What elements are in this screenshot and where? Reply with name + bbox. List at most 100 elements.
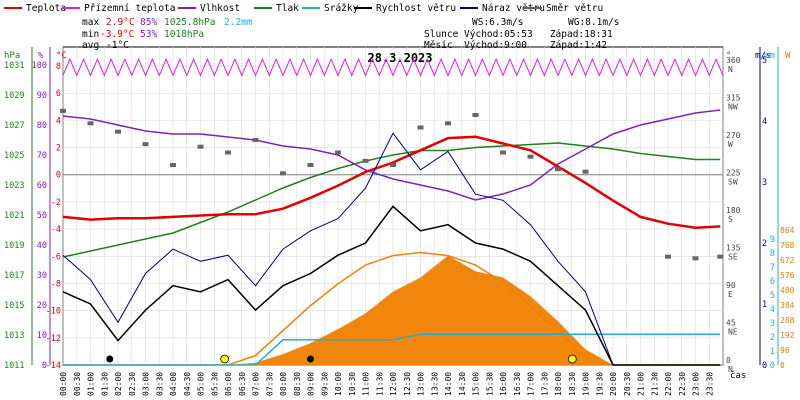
tick-time: 10:00 <box>334 372 343 396</box>
tick-hpa: 1025 <box>4 151 24 161</box>
tick-time: 04:30 <box>183 372 192 396</box>
tick-hpa: 1029 <box>4 91 24 101</box>
tick-time: 23:00 <box>692 372 701 396</box>
moonrise-marker <box>307 355 314 363</box>
tick-ms: 4 <box>762 117 767 127</box>
wind-dir-point <box>252 138 259 142</box>
tick-time: 20:00 <box>609 372 618 396</box>
stats-max-hum: 85% <box>140 17 157 28</box>
tick-time: 07:00 <box>252 372 261 396</box>
tick-time: 11:30 <box>375 372 384 396</box>
tick-deg: 135 <box>726 244 741 253</box>
tick-w: 864 <box>780 226 795 235</box>
wind-dir-point <box>555 167 561 172</box>
tick-w: 192 <box>780 331 795 340</box>
tick-c: -10 <box>46 307 61 317</box>
wind-dir-point <box>87 121 94 126</box>
tick-time: 15:30 <box>485 372 494 396</box>
stats-wind-speed: WS:6.3m/s <box>472 17 523 28</box>
tick-c: -12 <box>46 334 61 344</box>
stats-wind-gust: WG:8.1m/s <box>568 17 619 28</box>
wind-dir-point <box>417 125 424 130</box>
series-pressure <box>62 142 721 258</box>
wind-dir-point <box>692 256 699 261</box>
series-wind-speed <box>62 205 721 366</box>
tick-hpa: 1015 <box>4 301 24 311</box>
grid <box>62 47 724 366</box>
tick-time: 14:00 <box>444 372 453 396</box>
tick-time: 01:30 <box>100 372 109 396</box>
axis-title-ms: m/s <box>755 51 771 61</box>
tick-hpa: 1023 <box>4 181 24 191</box>
tick-deg-dir: N <box>728 365 733 374</box>
tick-deg-dir: SE <box>728 253 738 262</box>
axis-title-mm: mm <box>764 51 775 61</box>
tick-w: 288 <box>780 316 795 325</box>
legend: Teplota Přízemní teplota Vlhkost Tlak Srážky… <box>4 3 603 14</box>
tick-time: 12:30 <box>403 372 412 396</box>
axes: 1031102910271025102310211019101710151013… <box>4 47 795 396</box>
tick-deg: 180 <box>726 206 741 215</box>
tick-mm: 9 <box>770 235 775 245</box>
wind-dir-point <box>582 169 589 174</box>
tick-time: 18:30 <box>568 372 577 396</box>
wind-dir-point <box>142 142 149 147</box>
tick-time: 02:30 <box>128 372 137 396</box>
axis-title-w: W <box>785 51 791 61</box>
tick-time: 11:00 <box>362 372 371 396</box>
tick-time: 22:30 <box>678 372 687 396</box>
stats-sun: Slunce Východ:05:53 Západ:18:31 <box>424 29 613 40</box>
series-temperature <box>62 135 721 229</box>
wind-dir-point <box>60 108 66 113</box>
legend-label: Náraz větru <box>482 3 545 14</box>
tick-time: 18:00 <box>554 372 563 396</box>
tick-deg-dir: E <box>728 290 733 299</box>
tick-deg: 360 <box>726 56 741 65</box>
tick-deg-dir: NW <box>728 103 738 112</box>
tick-time: 06:00 <box>224 372 233 396</box>
tick-pct: 50 <box>37 211 47 221</box>
series-rain <box>63 333 721 366</box>
tick-time: 03:00 <box>142 372 151 396</box>
tick-time: 10:30 <box>348 372 357 396</box>
wind-dir-point <box>307 163 314 167</box>
tick-time: 08:30 <box>293 372 302 396</box>
wind-dir-point <box>170 163 176 167</box>
tick-time: 21:00 <box>637 372 646 396</box>
tick-time: 06:30 <box>238 372 247 396</box>
tick-time: 08:00 <box>279 372 288 396</box>
tick-mm: 0 <box>770 361 775 371</box>
tick-pct: 30 <box>37 271 47 281</box>
tick-mm: 5 <box>770 291 775 301</box>
tick-pct: 90 <box>37 91 47 101</box>
legend-label: Srážky <box>324 3 359 14</box>
tick-pct: 100 <box>32 61 47 71</box>
tick-time: 16:00 <box>499 372 508 396</box>
chart-title: 28.3.2023 <box>367 51 432 65</box>
tick-deg: 270 <box>726 131 741 140</box>
tick-pct: 20 <box>37 301 47 311</box>
tick-time: 16:30 <box>513 372 522 396</box>
tick-w: 576 <box>780 271 795 280</box>
legend-label: Vlhkost <box>200 3 240 14</box>
wind-dir-point <box>390 163 396 167</box>
tick-time: 09:30 <box>320 372 329 396</box>
tick-ms: 5 <box>762 56 767 66</box>
tick-time: 15:00 <box>472 372 481 396</box>
wind-dir-point <box>335 150 341 155</box>
tick-ms: 0 <box>762 361 767 371</box>
stats-moon: Měsíc Východ:9:00 Západ:1:42 <box>424 40 607 51</box>
tick-time: 03:30 <box>155 372 164 396</box>
wind-dir-point <box>362 158 369 163</box>
tick-deg-dir: SW <box>728 178 738 187</box>
tick-w: 96 <box>780 346 790 355</box>
tick-time: 09:00 <box>307 372 316 396</box>
tick-time: 07:30 <box>265 372 274 396</box>
tick-time: 02:00 <box>114 372 123 396</box>
wind-dir-point <box>527 154 534 159</box>
stats-avg-label: avg <box>82 40 99 51</box>
tick-deg-dir: NE <box>728 328 738 337</box>
tick-mm: 3 <box>770 319 775 329</box>
